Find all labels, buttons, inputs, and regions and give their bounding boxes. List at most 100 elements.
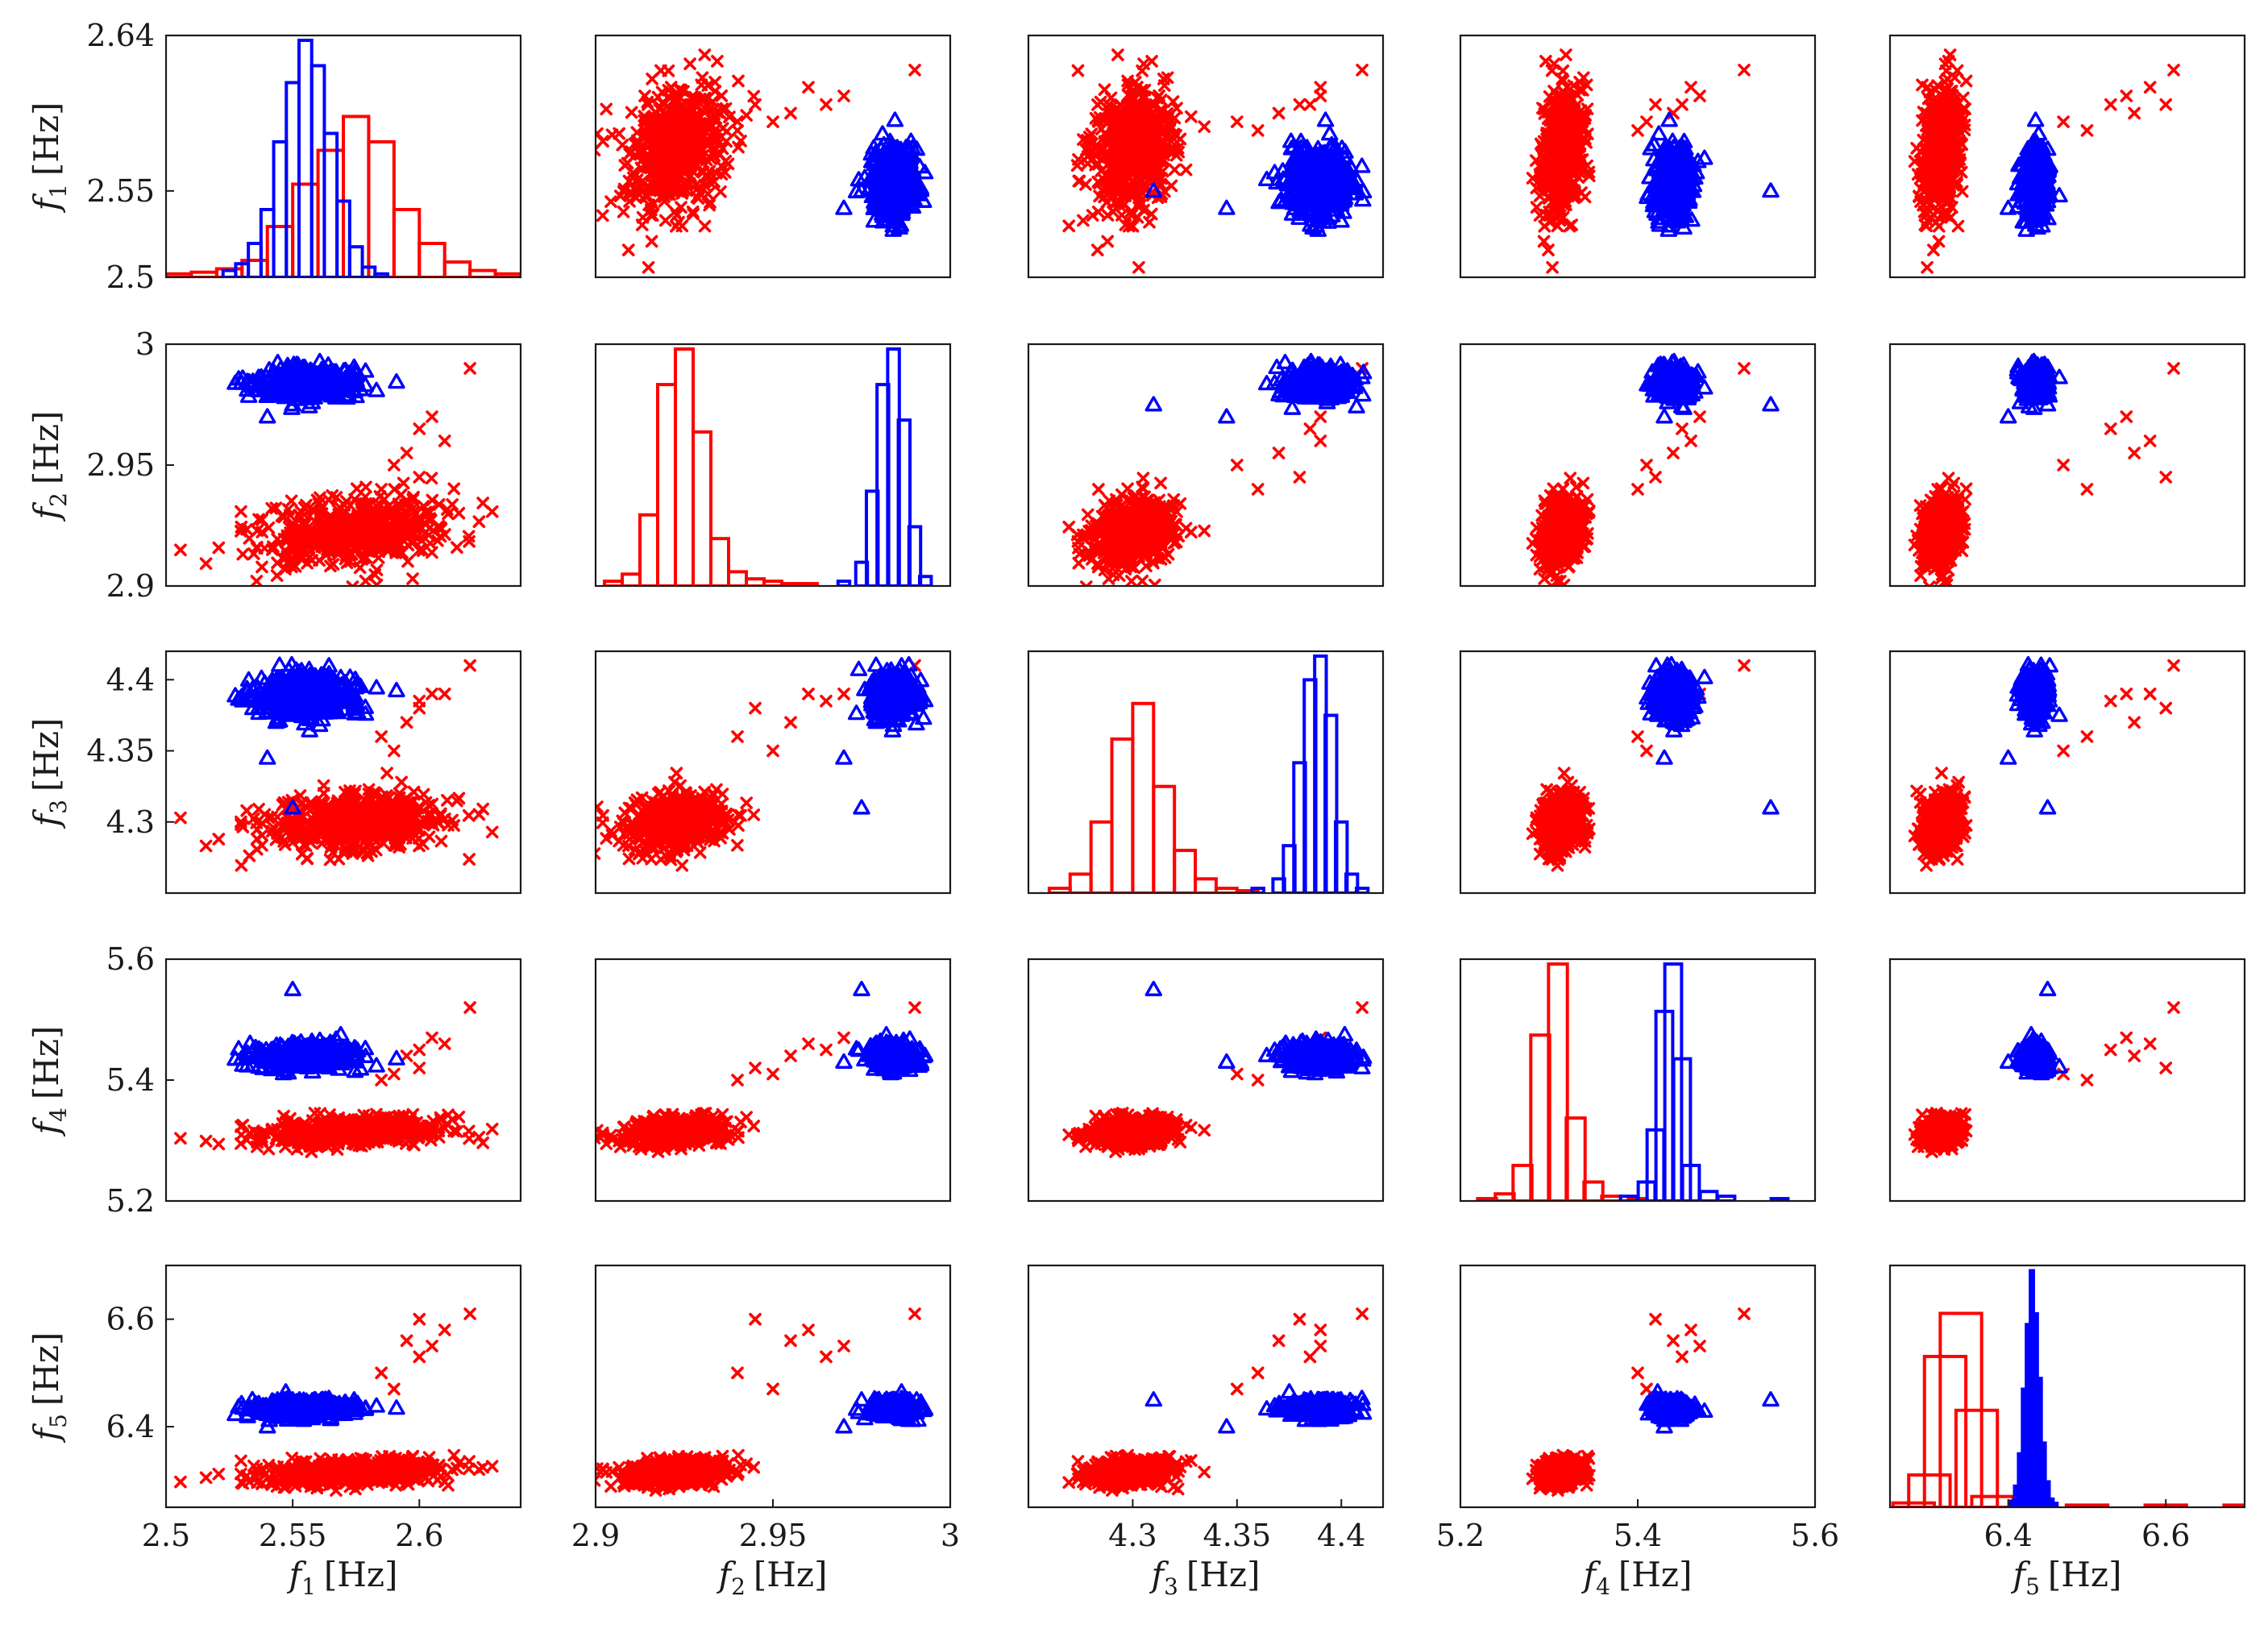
point-red-cross	[1145, 167, 1158, 180]
panel-frame	[1027, 34, 1385, 279]
point-red-cross	[1542, 190, 1556, 203]
point-red-cross	[1251, 124, 1265, 137]
point-red-cross	[1640, 115, 1653, 128]
point-blue-triangle	[1645, 135, 1664, 152]
point-red-cross	[616, 139, 629, 152]
point-red-cross	[1676, 98, 1689, 111]
point-red-cross	[1908, 155, 1921, 168]
point-red-cross	[1082, 148, 1096, 161]
point-red-cross	[1920, 219, 1933, 233]
point-red-cross	[397, 476, 410, 490]
point-blue-triangle	[2029, 218, 2046, 235]
point-red-cross	[639, 160, 653, 173]
point-red-cross	[388, 538, 402, 551]
point-red-cross	[1547, 114, 1560, 127]
point-red-cross	[664, 158, 677, 172]
point-red-cross	[174, 543, 187, 557]
point-red-cross	[1103, 98, 1115, 111]
point-blue-triangle	[349, 376, 367, 392]
point-red-cross	[312, 497, 326, 510]
point-red-cross	[1113, 127, 1127, 140]
point-red-cross	[1530, 201, 1543, 214]
point-red-cross	[1107, 139, 1121, 153]
point-red-cross	[1168, 163, 1182, 177]
point-blue-triangle	[1666, 152, 1684, 168]
point-red-cross	[1542, 243, 1555, 256]
point-blue-triangle	[1332, 212, 1350, 228]
point-red-cross	[1916, 114, 1929, 127]
point-blue-triangle	[879, 177, 898, 193]
point-blue-triangle	[1144, 182, 1162, 198]
point-blue-triangle	[912, 181, 930, 197]
point-red-cross	[370, 527, 383, 540]
hist-bar-red	[621, 572, 642, 586]
point-blue-triangle	[908, 179, 925, 195]
point-red-cross	[1530, 181, 1543, 195]
point-red-cross	[1577, 71, 1590, 85]
point-red-cross	[1560, 48, 1572, 61]
point-blue-triangle	[1333, 154, 1351, 170]
point-red-cross	[708, 149, 721, 162]
point-red-cross	[633, 148, 647, 161]
point-red-cross	[212, 541, 226, 555]
point-blue-triangle	[2017, 213, 2035, 229]
point-red-cross	[1959, 74, 1973, 88]
point-red-cross	[625, 187, 639, 200]
point-blue-triangle	[882, 138, 899, 154]
point-red-cross	[359, 480, 372, 494]
point-red-cross	[1093, 177, 1106, 190]
point-blue-triangle	[1285, 177, 1302, 193]
point-red-cross	[1938, 57, 1952, 71]
point-blue-triangle	[1292, 132, 1310, 148]
hist-bar-red	[692, 430, 712, 586]
hist-bar-red	[745, 577, 766, 586]
point-red-cross	[1546, 260, 1559, 274]
point-red-cross	[1954, 136, 1967, 150]
point-blue-triangle	[2028, 167, 2046, 183]
point-red-cross	[315, 507, 329, 521]
y-tick-label: 2.5	[106, 260, 155, 295]
point-red-cross	[322, 545, 335, 559]
point-blue-triangle	[892, 156, 911, 172]
point-red-cross	[438, 434, 451, 447]
point-red-cross	[1555, 153, 1568, 167]
point-red-cross	[1121, 74, 1134, 88]
point-red-cross	[472, 515, 486, 528]
point-red-cross	[417, 500, 430, 513]
point-red-cross	[1179, 163, 1193, 177]
point-red-cross	[313, 554, 326, 567]
point-red-cross	[695, 164, 708, 177]
point-red-cross	[356, 508, 370, 521]
point-red-cross	[1923, 85, 1937, 99]
point-blue-triangle	[284, 396, 301, 412]
point-blue-triangle	[891, 218, 908, 235]
point-red-cross	[463, 362, 476, 375]
panel-f1-vs-f1: 2.52.552.64	[86, 18, 522, 295]
point-red-cross	[1125, 175, 1139, 189]
point-red-cross	[1198, 524, 1211, 538]
panel-content	[603, 347, 933, 586]
point-blue-triangle	[314, 380, 331, 397]
point-blue-triangle	[304, 372, 322, 389]
point-red-cross	[364, 536, 378, 549]
point-blue-triangle	[1650, 213, 1668, 229]
hist-bar-blue	[272, 140, 289, 277]
panel-frame	[1459, 34, 1817, 279]
point-blue-triangle	[1762, 182, 1780, 198]
point-red-cross	[271, 556, 284, 570]
point-red-cross	[277, 533, 291, 546]
point-blue-triangle	[1660, 217, 1678, 233]
point-red-cross	[721, 157, 735, 171]
point-red-cross	[391, 518, 405, 532]
point-red-cross	[262, 521, 276, 534]
point-red-cross	[642, 198, 655, 211]
hist-bar-blue	[347, 245, 364, 277]
point-blue-triangle	[835, 199, 853, 215]
point-red-cross	[442, 507, 455, 521]
point-blue-triangle	[1333, 180, 1351, 196]
point-red-cross	[1125, 575, 1138, 586]
point-blue-triangle	[2038, 182, 2057, 198]
panel-grid: 2.52.552.642.92.9534.34.354.45.25.45.66.…	[86, 18, 2246, 1553]
point-red-cross	[625, 106, 638, 119]
point-red-cross	[732, 140, 745, 154]
